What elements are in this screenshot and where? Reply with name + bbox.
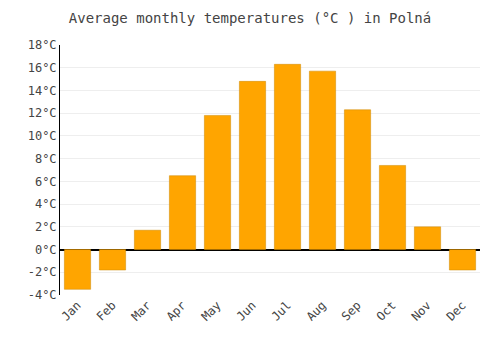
svg-text:0°C: 0°C [35,243,57,257]
svg-text:10°C: 10°C [28,129,57,143]
svg-text:Sep: Sep [339,298,364,323]
svg-text:18°C: 18°C [28,38,57,52]
svg-text:8°C: 8°C [35,152,57,166]
svg-text:4°C: 4°C [35,197,57,211]
svg-text:Jun: Jun [234,298,259,323]
svg-text:-2°C: -2°C [28,265,57,279]
svg-text:14°C: 14°C [28,84,57,98]
svg-text:Aug: Aug [304,298,329,323]
svg-text:May: May [199,298,224,323]
svg-text:Dec: Dec [444,298,469,323]
svg-text:Average monthly temperatures (: Average monthly temperatures (°C ) in Po… [69,10,431,26]
svg-text:Nov: Nov [409,298,434,323]
svg-text:Feb: Feb [94,298,119,323]
svg-text:Mar: Mar [129,298,154,323]
svg-text:6°C: 6°C [35,175,57,189]
svg-text:Apr: Apr [164,298,189,323]
svg-text:Jan: Jan [59,298,84,323]
svg-text:12°C: 12°C [28,106,57,120]
svg-text:16°C: 16°C [28,61,57,75]
svg-text:Oct: Oct [374,298,399,323]
svg-text:Jul: Jul [269,298,294,323]
svg-text:-4°C: -4°C [28,288,57,302]
svg-text:2°C: 2°C [35,220,57,234]
